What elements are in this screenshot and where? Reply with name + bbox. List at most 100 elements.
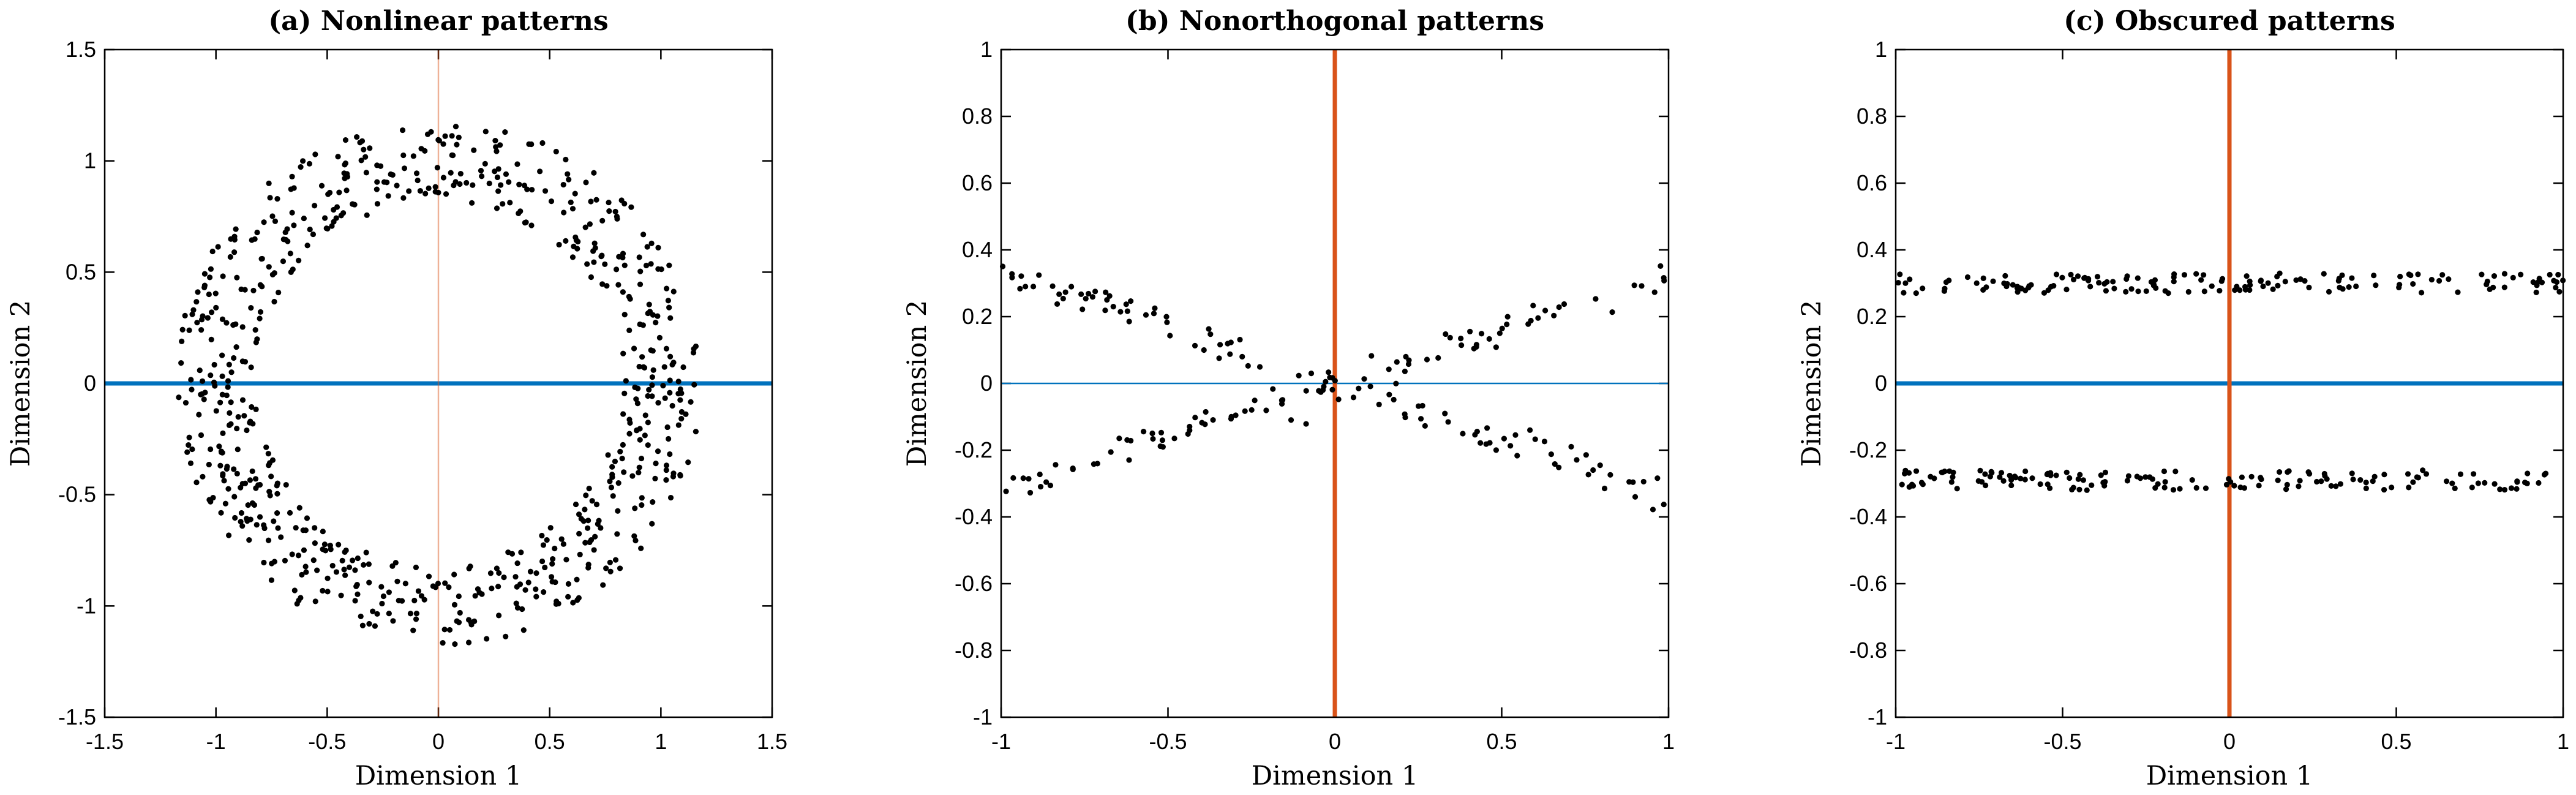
data-point bbox=[410, 153, 416, 159]
data-point bbox=[514, 560, 520, 567]
data-point bbox=[2165, 290, 2171, 296]
data-point bbox=[1445, 419, 1451, 425]
data-point bbox=[1902, 280, 1909, 286]
data-point bbox=[1402, 368, 1408, 374]
data-point bbox=[2457, 471, 2464, 477]
data-point bbox=[621, 262, 628, 268]
data-point bbox=[2151, 282, 2157, 288]
x-tick-label: 1 bbox=[2557, 729, 2569, 754]
data-point bbox=[2349, 470, 2355, 477]
y-tick-label: -1 bbox=[973, 704, 993, 729]
data-point bbox=[2275, 282, 2281, 288]
data-point bbox=[582, 224, 588, 230]
data-point bbox=[288, 186, 294, 192]
data-point bbox=[653, 320, 659, 326]
data-point bbox=[1535, 315, 1541, 321]
data-point bbox=[612, 557, 619, 563]
data-point bbox=[2373, 282, 2379, 288]
data-point bbox=[179, 326, 186, 333]
data-point bbox=[619, 456, 625, 462]
data-point bbox=[494, 565, 500, 571]
data-point bbox=[1323, 379, 1329, 385]
reference-lines bbox=[1896, 50, 2563, 717]
data-point bbox=[2313, 478, 2320, 485]
data-point bbox=[2297, 276, 2304, 282]
data-point bbox=[1335, 396, 1342, 402]
data-point bbox=[1326, 369, 1332, 375]
data-point bbox=[585, 525, 591, 531]
data-point bbox=[221, 478, 227, 484]
data-point bbox=[560, 181, 566, 188]
data-point bbox=[693, 343, 699, 350]
data-point bbox=[537, 168, 543, 175]
data-point bbox=[670, 470, 677, 477]
data-point bbox=[669, 402, 675, 409]
data-point bbox=[1164, 319, 1170, 325]
data-point bbox=[637, 268, 644, 274]
data-point bbox=[208, 266, 214, 272]
data-point bbox=[645, 420, 651, 426]
data-point bbox=[2405, 471, 2411, 477]
data-point bbox=[2381, 487, 2387, 493]
y-tick-label: -0.6 bbox=[1849, 571, 1887, 596]
data-point bbox=[1018, 273, 1024, 279]
y-tick-label: -0.8 bbox=[1849, 638, 1887, 663]
data-point bbox=[1149, 430, 1155, 437]
data-point bbox=[239, 523, 246, 529]
data-point bbox=[1202, 421, 1208, 428]
data-point bbox=[2248, 473, 2255, 480]
data-point bbox=[605, 452, 611, 458]
data-point bbox=[346, 564, 353, 570]
data-point bbox=[1217, 342, 1223, 348]
data-point bbox=[1256, 364, 1263, 370]
data-point bbox=[2508, 485, 2515, 491]
data-point bbox=[231, 233, 238, 239]
data-point bbox=[400, 152, 407, 159]
scatter-points bbox=[176, 123, 699, 647]
data-point bbox=[2026, 283, 2032, 289]
data-point bbox=[2335, 277, 2341, 284]
data-point bbox=[2209, 283, 2215, 289]
data-point bbox=[667, 377, 673, 383]
data-point bbox=[1918, 480, 1925, 486]
data-point bbox=[583, 492, 589, 499]
data-point bbox=[608, 484, 615, 491]
data-point bbox=[664, 424, 670, 431]
y-tick-label: -0.5 bbox=[58, 482, 96, 507]
data-point bbox=[352, 598, 358, 604]
data-point bbox=[642, 412, 648, 418]
data-point bbox=[1913, 290, 1919, 296]
data-point bbox=[1303, 388, 1309, 394]
data-point bbox=[186, 442, 192, 448]
data-point bbox=[2094, 274, 2101, 280]
data-point bbox=[1110, 304, 1116, 310]
data-point bbox=[430, 583, 436, 589]
data-point bbox=[384, 179, 390, 186]
data-point bbox=[232, 514, 238, 521]
data-point bbox=[189, 386, 195, 393]
data-point bbox=[2381, 472, 2387, 478]
data-point bbox=[666, 262, 672, 268]
data-point bbox=[650, 499, 656, 505]
data-point bbox=[1103, 289, 1109, 295]
data-point bbox=[503, 633, 509, 639]
x-tick-label: 0.5 bbox=[535, 729, 565, 754]
data-point bbox=[2075, 476, 2081, 482]
data-point bbox=[422, 190, 429, 197]
data-point bbox=[582, 507, 588, 513]
data-point bbox=[1303, 421, 1309, 427]
data-point bbox=[2260, 283, 2266, 290]
data-point bbox=[446, 627, 453, 633]
data-point bbox=[494, 174, 501, 181]
data-point bbox=[596, 518, 602, 524]
data-point bbox=[1422, 423, 1428, 429]
x-tick-label: -1.5 bbox=[86, 729, 124, 754]
data-point bbox=[2339, 272, 2345, 279]
data-point bbox=[576, 530, 582, 537]
data-point bbox=[1078, 291, 1084, 297]
data-point bbox=[514, 161, 520, 167]
y-axis-label: Dimension 2 bbox=[902, 300, 933, 467]
data-point bbox=[1027, 489, 1034, 496]
y-tick-label: -0.6 bbox=[955, 571, 993, 596]
data-point bbox=[1574, 457, 1580, 463]
